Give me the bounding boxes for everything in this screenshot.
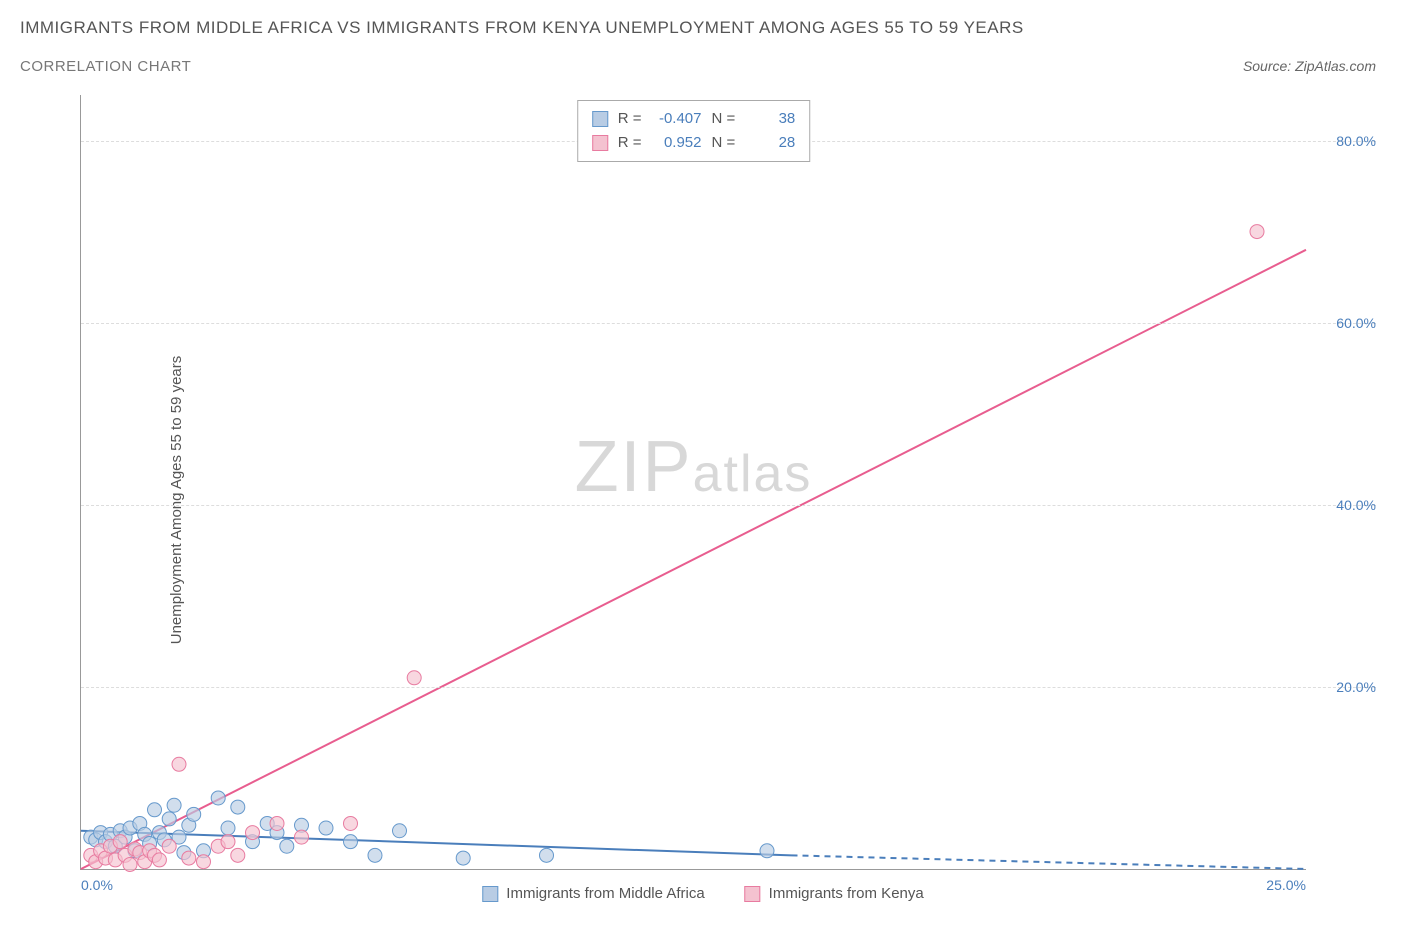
data-point xyxy=(113,835,127,849)
data-point xyxy=(344,816,358,830)
chart-container: Unemployment Among Ages 55 to 59 years Z… xyxy=(20,90,1386,910)
data-point xyxy=(407,671,421,685)
source-name: ZipAtlas.com xyxy=(1295,58,1376,74)
data-point xyxy=(295,830,309,844)
data-point xyxy=(197,855,211,869)
data-point xyxy=(182,851,196,865)
y-tick-label: 40.0% xyxy=(1316,497,1376,513)
data-point xyxy=(152,853,166,867)
legend-bottom: Immigrants from Middle Africa Immigrants… xyxy=(482,885,923,902)
data-point xyxy=(319,821,333,835)
stat-n-value-1: 28 xyxy=(745,131,795,155)
legend-item-0: Immigrants from Middle Africa xyxy=(482,885,704,902)
source-attribution: Source: ZipAtlas.com xyxy=(1243,58,1376,74)
data-point xyxy=(456,851,470,865)
data-point xyxy=(246,826,260,840)
data-point xyxy=(280,839,294,853)
data-point xyxy=(368,848,382,862)
data-point xyxy=(162,812,176,826)
legend-label-0: Immigrants from Middle Africa xyxy=(506,885,704,902)
y-tick-label: 80.0% xyxy=(1316,133,1376,149)
chart-subtitle: CORRELATION CHART xyxy=(20,58,191,75)
data-point xyxy=(760,844,774,858)
stats-row-series-1: R = 0.952 N = 28 xyxy=(592,131,796,155)
legend-item-1: Immigrants from Kenya xyxy=(745,885,924,902)
legend-swatch-0 xyxy=(482,886,498,902)
data-point xyxy=(172,757,186,771)
data-point xyxy=(1250,225,1264,239)
gridline xyxy=(81,687,1376,688)
gridline xyxy=(81,505,1376,506)
x-tick-label: 0.0% xyxy=(81,877,113,893)
swatch-series-1 xyxy=(592,135,608,151)
trend-line xyxy=(792,855,1307,869)
stat-r-value-0: -0.407 xyxy=(652,107,702,131)
data-point xyxy=(270,816,284,830)
stat-n-label: N = xyxy=(712,107,736,131)
data-point xyxy=(148,803,162,817)
stat-r-label: R = xyxy=(618,107,642,131)
data-point xyxy=(167,798,181,812)
legend-swatch-1 xyxy=(745,886,761,902)
stats-row-series-0: R = -0.407 N = 38 xyxy=(592,107,796,131)
data-point xyxy=(162,839,176,853)
data-point xyxy=(393,824,407,838)
y-tick-label: 60.0% xyxy=(1316,315,1376,331)
source-prefix: Source: xyxy=(1243,58,1295,74)
data-point xyxy=(231,800,245,814)
stat-r-value-1: 0.952 xyxy=(652,131,702,155)
data-point xyxy=(211,791,225,805)
trend-line xyxy=(81,250,1306,869)
y-tick-label: 20.0% xyxy=(1316,679,1376,695)
plot-svg xyxy=(81,95,1306,869)
x-tick-label: 25.0% xyxy=(1266,877,1306,893)
data-point xyxy=(540,848,554,862)
stat-r-label: R = xyxy=(618,131,642,155)
stat-n-label: N = xyxy=(712,131,736,155)
data-point xyxy=(221,821,235,835)
data-point xyxy=(123,857,137,871)
stats-legend-box: R = -0.407 N = 38 R = 0.952 N = 28 xyxy=(577,100,811,162)
data-point xyxy=(187,807,201,821)
stat-n-value-0: 38 xyxy=(745,107,795,131)
data-point xyxy=(231,848,245,862)
plot-area: ZIPatlas R = -0.407 N = 38 R = 0.952 N =… xyxy=(80,95,1306,870)
gridline xyxy=(81,323,1376,324)
swatch-series-0 xyxy=(592,111,608,127)
data-point xyxy=(221,835,235,849)
data-point xyxy=(344,835,358,849)
legend-label-1: Immigrants from Kenya xyxy=(769,885,924,902)
chart-title: IMMIGRANTS FROM MIDDLE AFRICA VS IMMIGRA… xyxy=(20,18,1024,38)
